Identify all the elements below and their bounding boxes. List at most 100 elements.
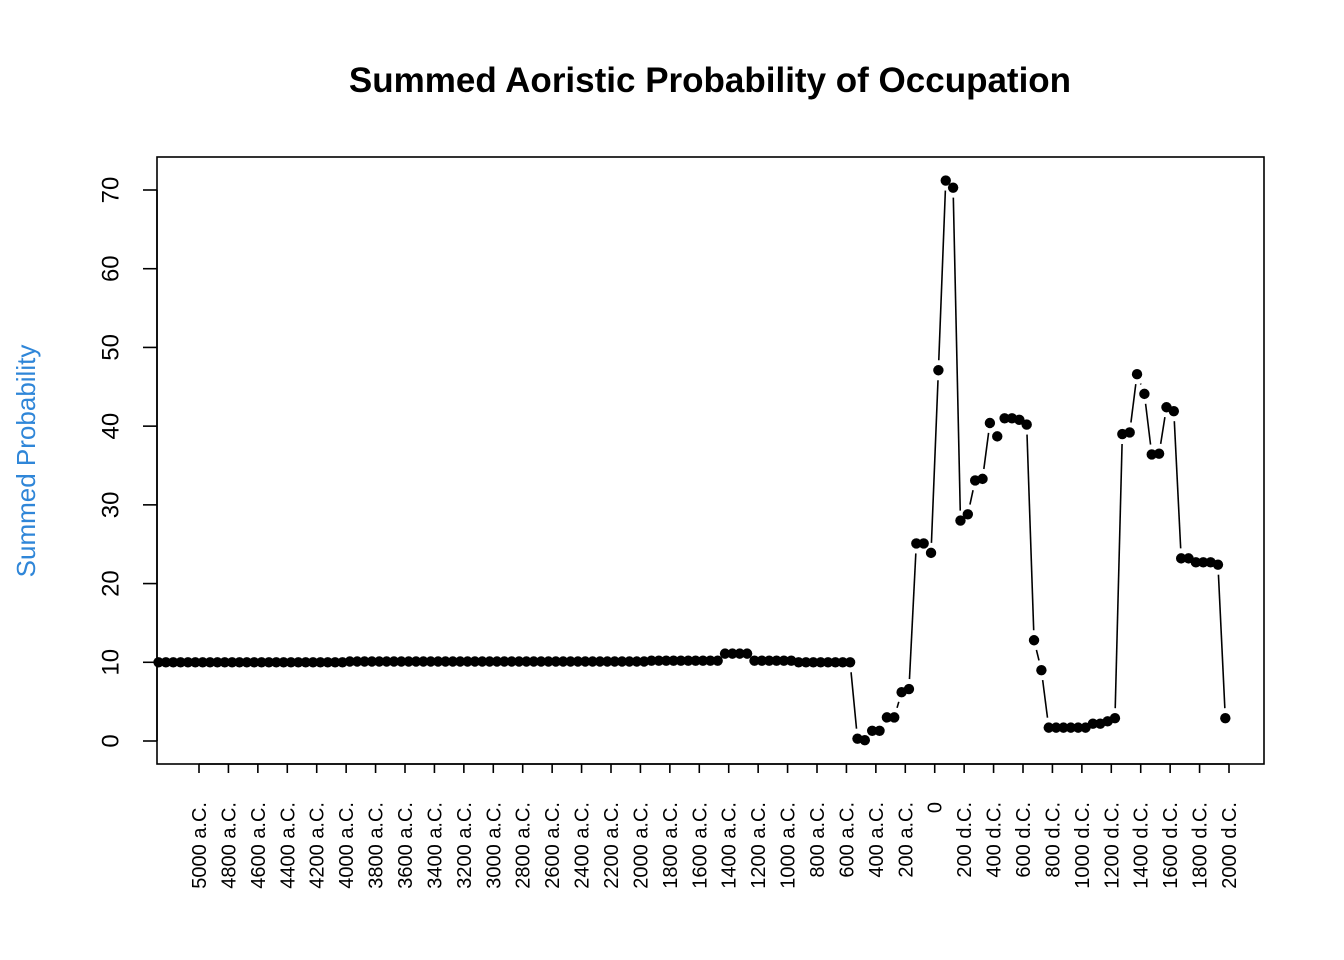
data-point <box>771 655 782 666</box>
series-line-segment <box>1026 434 1035 631</box>
x-tick-label: 200 a.C. <box>895 802 917 878</box>
series-line-segment <box>930 380 939 543</box>
data-point <box>1014 414 1025 426</box>
data-point <box>1139 388 1150 400</box>
data-point <box>741 648 753 659</box>
series-line-segment <box>908 553 917 680</box>
data-point <box>587 656 598 667</box>
data-point <box>329 657 341 668</box>
x-tick-label: 2000 d.C. <box>1219 802 1241 889</box>
x-tick-label: 2600 a.C. <box>542 802 564 889</box>
data-point <box>204 657 216 668</box>
data-point <box>241 657 253 668</box>
data-point <box>822 657 834 668</box>
data-point <box>749 655 760 666</box>
y-tick-label: 0 <box>97 734 124 747</box>
x-tick-label: 1000 a.C. <box>778 802 800 889</box>
data-point <box>219 657 230 668</box>
data-point <box>528 656 539 667</box>
data-point <box>727 648 738 659</box>
data-point <box>889 712 900 723</box>
data-point <box>160 657 172 668</box>
x-tick-label: 600 a.C. <box>836 802 858 878</box>
data-point <box>712 655 723 666</box>
data-point <box>631 656 642 667</box>
data-point <box>1065 722 1077 733</box>
y-axis-label: Summed Probability <box>11 345 41 578</box>
x-axis: 5000 a.C. 4800 a.C. 4600 a.C. 4400 a.C. 4200… <box>189 763 1241 889</box>
data-point <box>175 657 186 668</box>
data-point <box>778 655 790 666</box>
data-point <box>1050 722 1062 733</box>
series-line-segment <box>896 701 900 709</box>
data-point <box>624 656 635 667</box>
series-line-segment <box>1114 443 1123 709</box>
series-line-segment <box>1144 403 1152 445</box>
x-tick-label: 2400 a.C. <box>572 802 594 889</box>
data-point <box>1087 718 1099 729</box>
data-point <box>513 656 525 667</box>
series-line-segment <box>850 672 858 729</box>
data-point <box>506 656 517 667</box>
data-point <box>837 657 848 668</box>
x-tick-label: 2200 a.C. <box>601 802 623 889</box>
data-point <box>1109 712 1121 724</box>
data-point <box>315 657 326 668</box>
data-point <box>477 656 488 667</box>
data-point <box>1036 664 1047 676</box>
data-point <box>1131 368 1143 380</box>
data-point <box>248 657 260 668</box>
data-point <box>197 657 208 668</box>
data-point <box>256 657 267 668</box>
data-point <box>911 538 922 549</box>
data-point <box>580 656 591 667</box>
data-point <box>844 657 856 668</box>
data-point <box>447 656 459 667</box>
y-tick-label: 10 <box>97 649 124 676</box>
y-tick-label: 40 <box>97 413 124 440</box>
data-point <box>594 656 606 667</box>
data-point <box>462 656 473 667</box>
data-point <box>366 656 378 667</box>
data-point <box>278 657 289 668</box>
data-point <box>977 473 988 485</box>
data-point <box>557 656 569 667</box>
data-point <box>903 683 915 695</box>
data-point <box>933 365 944 376</box>
x-tick-label: 1400 a.C. <box>719 802 741 889</box>
x-tick-label: 1600 a.C. <box>689 802 711 889</box>
data-point <box>697 655 709 666</box>
y-tick-label: 60 <box>97 255 124 282</box>
data-point <box>396 656 407 667</box>
data-point <box>1021 419 1032 430</box>
series-line-segment <box>952 197 962 511</box>
data-point <box>499 656 510 667</box>
series-line-segment <box>1173 421 1182 549</box>
x-tick-label: 4200 a.C. <box>307 802 329 889</box>
data-point <box>793 657 804 668</box>
data-point <box>1043 722 1054 733</box>
data-point <box>1175 553 1187 564</box>
data-point <box>374 656 385 667</box>
data-point <box>763 655 775 666</box>
data-point <box>999 413 1010 424</box>
x-tick-label: 3000 a.C. <box>483 802 505 889</box>
data-point <box>955 515 966 526</box>
chart-title: Summed Aoristic Probability of Occupatio… <box>349 61 1071 100</box>
x-tick-label: 200 d.C. <box>954 802 976 878</box>
data-point <box>359 656 370 667</box>
x-tick-label: 3600 a.C. <box>395 802 417 889</box>
data-point <box>815 657 826 668</box>
data-point <box>484 656 495 667</box>
data-point <box>756 655 768 666</box>
x-tick-label: 4000 a.C. <box>336 802 358 889</box>
x-tick-label: 1400 d.C. <box>1131 802 1153 889</box>
data-point <box>285 657 297 668</box>
data-point <box>410 656 422 667</box>
data-point <box>351 656 363 667</box>
data-point <box>307 657 319 668</box>
data-point <box>947 182 959 193</box>
series-line-segment <box>937 190 947 361</box>
data-point <box>168 657 179 668</box>
data-point <box>918 538 929 549</box>
